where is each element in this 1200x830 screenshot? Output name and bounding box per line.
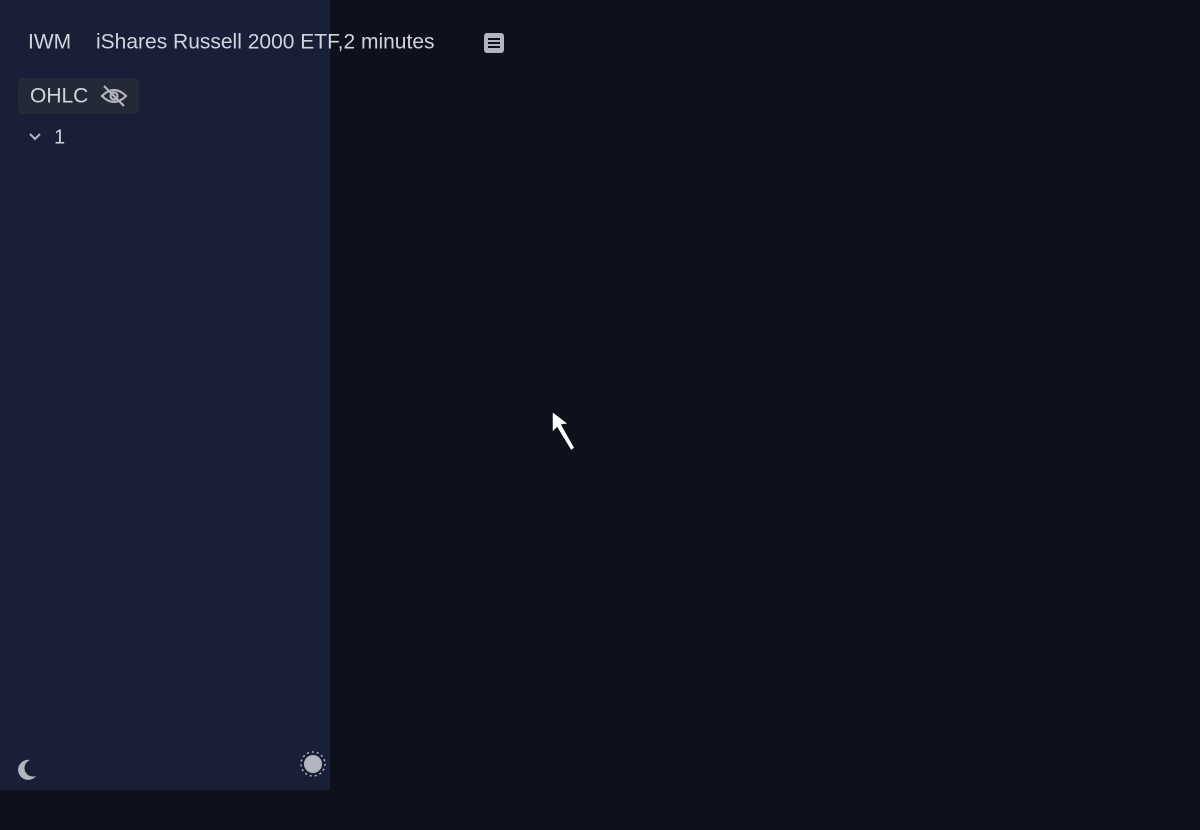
collapse-chevron[interactable] (29, 133, 41, 141)
moon-icon[interactable] (18, 759, 36, 780)
hide-icon[interactable] (100, 85, 128, 107)
symbol: IWM (28, 31, 71, 54)
legend-label: OHLC (30, 85, 88, 108)
details-icon[interactable] (484, 33, 504, 53)
extended-hours-shading (0, 0, 330, 790)
indicators-count: 1 (54, 126, 65, 148)
mouse-cursor (551, 409, 576, 453)
sun-icon[interactable] (300, 751, 326, 777)
legend-box[interactable] (18, 78, 139, 114)
chart-title: iShares Russell 2000 ETF,2 minutes (96, 31, 435, 54)
